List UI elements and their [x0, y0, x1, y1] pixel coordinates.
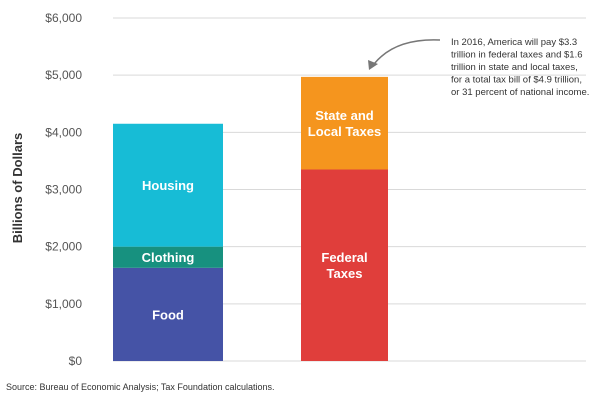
annotation-arrowhead: [368, 60, 378, 70]
segment-labels: Food Clothing Housing Federal Taxes State and…: [142, 108, 382, 322]
y-tick-label: $3,000: [45, 183, 82, 197]
source-note: Source: Bureau of Economic Analysis; Tax…: [6, 382, 274, 392]
annotation: In 2016, America will pay $3.3 trillion i…: [368, 37, 589, 98]
bar-segment: [113, 246, 223, 268]
bar-segment: [113, 123, 223, 247]
y-tick-label: $1,000: [45, 297, 82, 311]
annotation-arrow: [373, 39, 441, 65]
bar-segment-label: Federal Taxes: [321, 250, 367, 281]
bar-segment-label: Housing: [142, 178, 194, 193]
y-tick-label: $5,000: [45, 68, 82, 82]
bars: [113, 76, 388, 361]
bar-segment: [301, 76, 388, 170]
bar-segment-label: Food: [152, 307, 184, 322]
bar-segment-label: Clothing: [142, 250, 195, 265]
y-tick-label: $0: [69, 354, 83, 368]
bar-segment: [301, 169, 388, 361]
y-tick-label: $4,000: [45, 125, 82, 139]
y-tick-label: $2,000: [45, 240, 82, 254]
bar-segment: [113, 267, 223, 361]
y-axis-title: Billions of Dollars: [10, 133, 25, 244]
bar-segment-label: State and Local Taxes: [308, 108, 381, 139]
y-tick-label: $6,000: [45, 11, 82, 25]
annotation-text: In 2016, America will pay $3.3 trillion i…: [451, 37, 589, 98]
